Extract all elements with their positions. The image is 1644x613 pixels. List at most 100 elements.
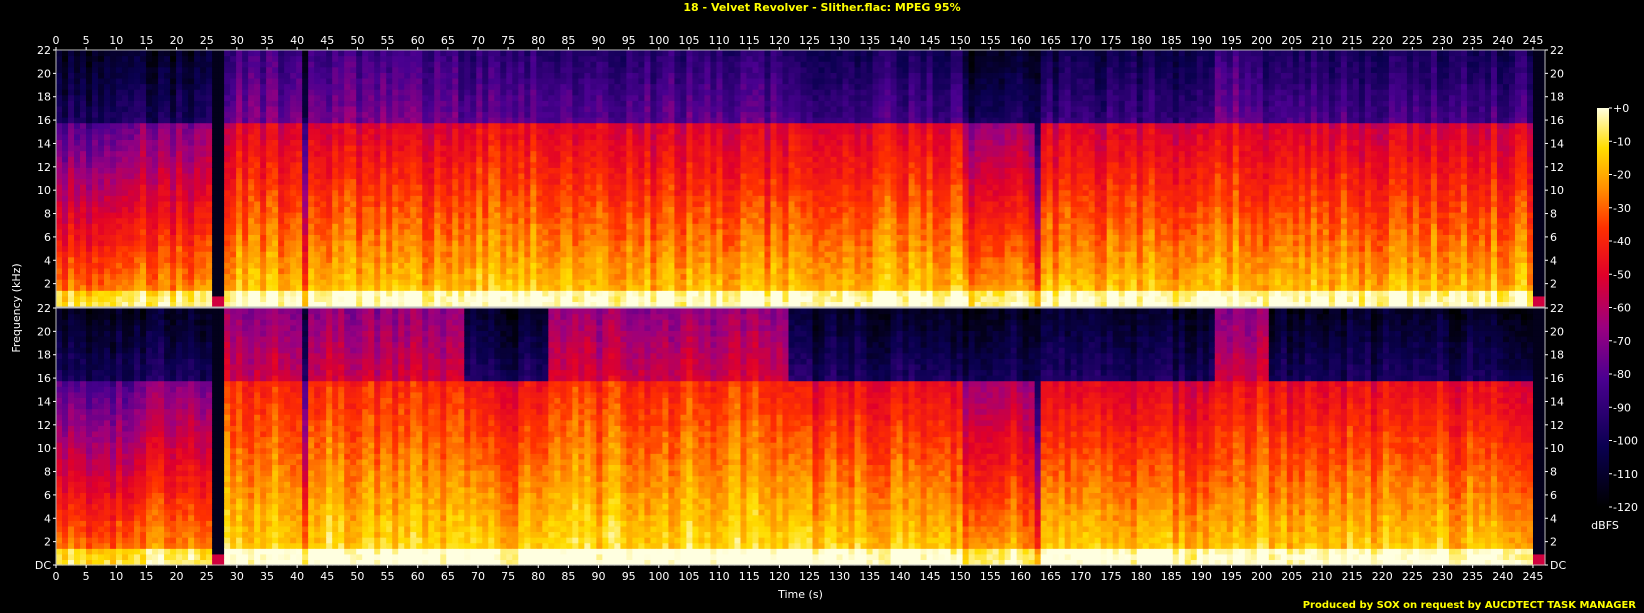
heat-cell — [680, 245, 688, 252]
heat-cell — [572, 100, 579, 107]
heat-cell — [650, 128, 657, 135]
heat-cell — [128, 150, 135, 157]
heat-cell — [194, 251, 201, 258]
heat-cell — [182, 178, 189, 185]
heat-cell — [530, 105, 537, 113]
heat-cell — [152, 72, 159, 79]
heat-cell — [206, 212, 213, 219]
heat-cell — [242, 223, 249, 230]
heat-cell — [602, 77, 609, 85]
heat-cell — [68, 55, 75, 62]
heat-cell — [374, 77, 381, 85]
heat-cell — [344, 284, 351, 291]
heat-cell — [212, 284, 219, 291]
heat-cell — [188, 267, 195, 275]
heat-cell — [404, 301, 411, 308]
heat-cell — [494, 144, 501, 152]
heat-cell — [476, 105, 483, 113]
heat-cell — [692, 189, 700, 196]
heat-cell — [80, 234, 87, 241]
heat-cell — [458, 206, 465, 213]
heat-cell — [230, 172, 237, 180]
heat-cell — [146, 66, 153, 73]
heat-cell — [596, 161, 603, 168]
heat-cell — [464, 161, 471, 168]
heat-cell — [530, 55, 537, 62]
heat-cell — [158, 256, 165, 263]
heat-cell — [134, 239, 141, 247]
heat-cell — [494, 189, 501, 196]
heat-cell — [242, 290, 249, 297]
heat-cell — [68, 245, 75, 252]
heat-cell — [188, 195, 195, 202]
heat-cell — [290, 184, 297, 191]
heat-cell — [116, 89, 123, 96]
heat-cell — [518, 178, 525, 185]
heat-cell — [302, 111, 309, 118]
heat-cell — [404, 122, 411, 129]
heat-cell — [386, 262, 393, 269]
heat-cell — [134, 262, 141, 269]
heat-cell — [554, 301, 561, 308]
heat-cell — [332, 111, 339, 118]
heat-cell — [62, 144, 69, 152]
heat-cell — [200, 200, 207, 208]
heat-cell — [374, 290, 381, 297]
heat-cell — [638, 105, 645, 113]
heat-cell — [332, 239, 339, 247]
heat-cell — [416, 284, 423, 291]
heat-cell — [326, 262, 333, 269]
heat-cell — [188, 150, 195, 157]
heat-cell — [320, 55, 327, 62]
heat-cell — [182, 212, 189, 219]
heat-cell — [176, 94, 183, 101]
heat-cell — [440, 156, 447, 163]
heat-cell — [434, 200, 441, 208]
heat-cell — [254, 295, 261, 303]
heat-cell — [62, 156, 69, 163]
heat-cell — [338, 50, 345, 57]
heat-cell — [494, 184, 501, 191]
heat-cell — [314, 195, 321, 202]
heat-cell — [434, 105, 441, 113]
heat-cell — [530, 66, 537, 73]
heat-cell — [332, 172, 339, 180]
heat-cell — [488, 301, 495, 308]
heat-cell — [668, 223, 676, 230]
heat-cell — [56, 66, 63, 73]
heat-cell — [152, 50, 159, 57]
heat-cell — [410, 284, 417, 291]
heat-cell — [536, 61, 543, 68]
heat-cell — [314, 50, 321, 57]
heat-cell — [578, 212, 585, 219]
heat-cell — [188, 206, 195, 213]
chart-title: 18 - Velvet Revolver - Slither.flac: MPE… — [0, 1, 1644, 14]
heat-cell — [290, 245, 297, 252]
heat-cell — [248, 105, 255, 113]
heat-cell — [248, 77, 255, 85]
heat-cell — [260, 228, 267, 235]
heat-cell — [668, 139, 676, 146]
heat-cell — [536, 245, 543, 252]
heat-cell — [428, 184, 435, 191]
heat-cell — [662, 156, 670, 163]
heat-cell — [134, 111, 141, 118]
heat-cell — [146, 156, 153, 163]
heat-cell — [404, 234, 411, 241]
heat-cell — [482, 234, 489, 241]
heat-cell — [668, 72, 676, 79]
heat-cell — [698, 267, 706, 275]
heat-cell — [566, 189, 573, 196]
heat-cell — [686, 133, 694, 140]
heat-cell — [314, 150, 321, 157]
heat-cell — [644, 61, 651, 68]
heat-cell — [386, 83, 393, 90]
heat-cell — [488, 77, 495, 85]
heat-cell — [446, 200, 453, 208]
heat-cell — [554, 61, 561, 68]
heat-cell — [230, 139, 237, 146]
heat-cell — [224, 184, 231, 191]
heat-cell — [122, 128, 129, 135]
heat-cell — [290, 189, 297, 196]
heat-cell — [548, 111, 555, 118]
